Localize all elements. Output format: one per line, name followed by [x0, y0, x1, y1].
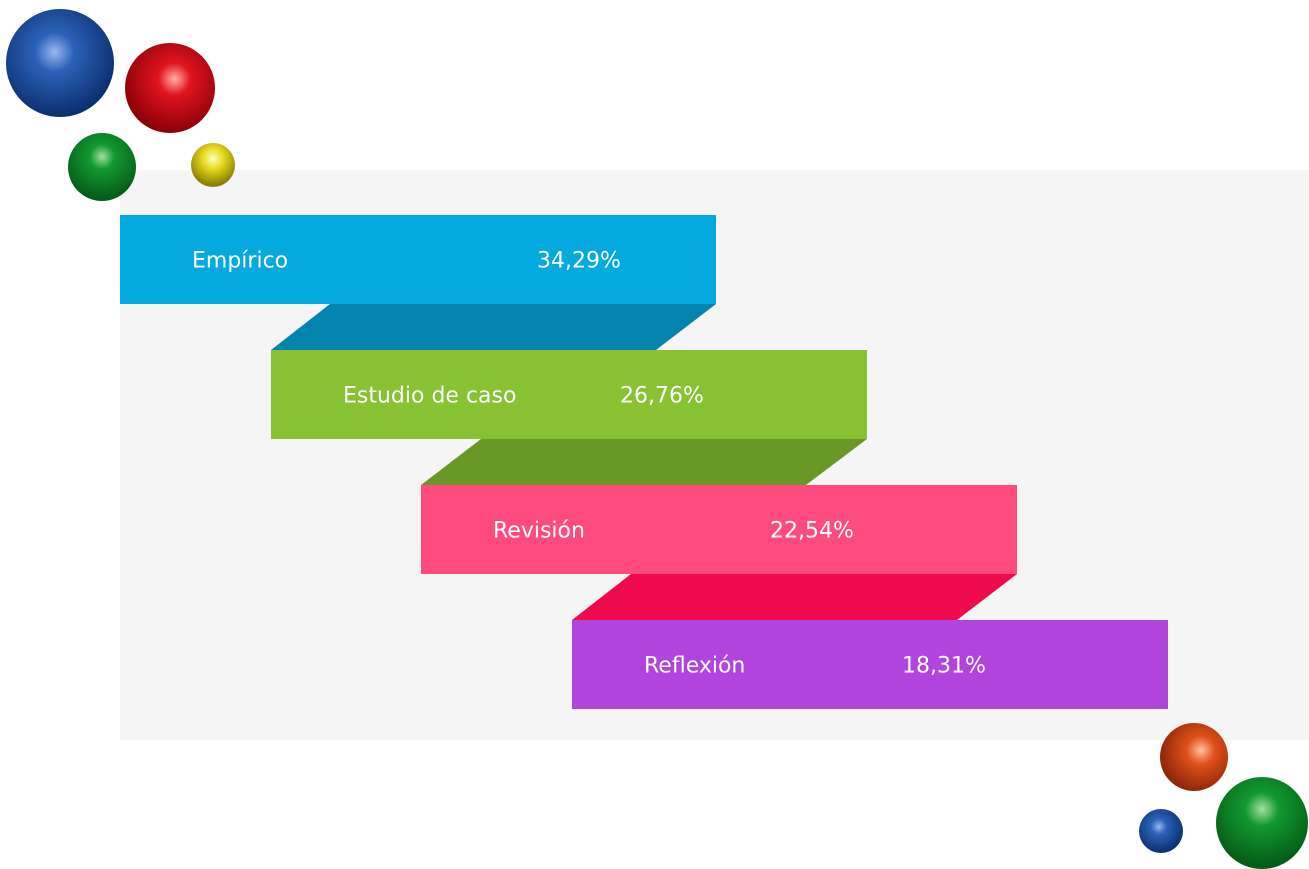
step-label: Reflexión [644, 654, 745, 679]
ball [191, 143, 235, 187]
step-value: 34,29% [537, 249, 621, 274]
step-label: Empírico [192, 249, 288, 274]
ball [125, 43, 215, 133]
steps: Empírico 34,29% Estudio de caso 26,76% Revis… [120, 215, 1168, 709]
step-bar [271, 350, 867, 439]
step-bar [120, 215, 716, 304]
step-label: Revisión [493, 519, 585, 544]
ball [1160, 723, 1228, 791]
ball [1216, 777, 1308, 869]
step-value: 18,31% [902, 654, 986, 679]
step-connector [572, 574, 1017, 620]
ball [6, 9, 114, 117]
ball [68, 133, 136, 201]
step-value: 22,54% [770, 519, 854, 544]
step-connector [421, 439, 867, 485]
step-value: 26,76% [620, 384, 704, 409]
ball [1139, 809, 1183, 853]
step-bar [572, 620, 1168, 709]
step-bar [421, 485, 1017, 574]
step-label: Estudio de caso [343, 384, 516, 409]
step-connector [271, 304, 716, 350]
